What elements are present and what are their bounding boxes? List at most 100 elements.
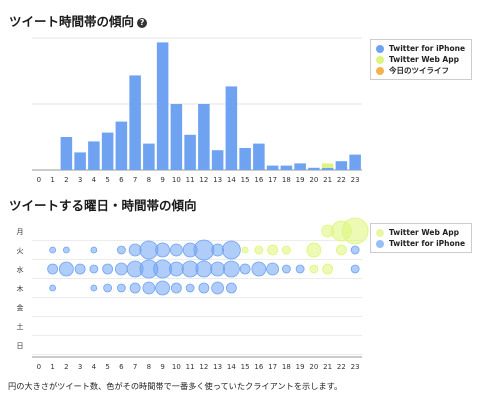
bubble	[102, 263, 114, 275]
x-tick-label: 2	[64, 176, 68, 184]
x-tick-label: 21	[323, 363, 332, 371]
bar	[239, 148, 251, 170]
bar	[143, 143, 155, 170]
bubble-chart-title: ツイートする曜日・時間帯の傾向	[9, 198, 197, 213]
legend-label: 今日のツイライフ	[389, 66, 449, 75]
x-tick-label: 19	[296, 363, 305, 371]
bubble	[239, 263, 251, 275]
x-tick-label: 4	[92, 363, 97, 371]
legend-label: Twitter Web App	[389, 228, 459, 237]
bubble	[350, 264, 360, 274]
x-tick-label: 5	[105, 176, 109, 184]
legend-swatch	[376, 55, 384, 64]
help-icon[interactable]: ?	[137, 18, 148, 28]
x-tick-label: 7	[133, 176, 137, 184]
bubble	[103, 283, 113, 293]
bar	[184, 134, 196, 170]
bar	[211, 150, 224, 170]
legend-swatch	[376, 44, 384, 53]
x-tick-label: 17	[268, 363, 277, 371]
y-tick-label: 日	[17, 342, 24, 350]
bar	[294, 163, 306, 170]
bubble	[168, 261, 184, 277]
bubble	[211, 281, 225, 295]
x-tick-label: 6	[119, 363, 124, 371]
x-tick-label: 19	[296, 176, 305, 184]
bubble	[129, 282, 141, 294]
bubble	[169, 243, 183, 257]
bar	[349, 154, 361, 170]
legend-item[interactable]: Twitter Web App	[376, 54, 465, 65]
y-tick-label: 火	[17, 247, 24, 255]
bar	[74, 152, 86, 170]
x-tick-label: 8	[147, 363, 151, 371]
bubble	[210, 261, 226, 277]
bar	[335, 161, 348, 170]
bar	[225, 86, 238, 170]
x-tick-label: 10	[172, 176, 181, 184]
legend-swatch	[376, 239, 384, 248]
bubble	[126, 260, 144, 278]
x-tick-label: 22	[337, 176, 346, 184]
x-tick-label: 11	[186, 176, 195, 184]
legend-label: Twitter Web App	[389, 55, 459, 64]
x-tick-label: 9	[160, 176, 164, 184]
bar	[156, 42, 169, 170]
chart-caption: 円の大きさがツイート数、色がその時間帯で一番多く使っていたクライアントを示します…	[8, 381, 343, 391]
bar	[321, 167, 334, 170]
legend-item[interactable]: Twitter for iPhone	[376, 43, 465, 54]
bar-chart-title: ツイート時間帯の傾向?	[9, 11, 148, 30]
bar	[198, 104, 210, 170]
bubble	[142, 281, 156, 295]
bubble	[155, 280, 171, 296]
x-tick-label: 15	[241, 363, 250, 371]
x-tick-label: 22	[337, 363, 346, 371]
bar	[115, 121, 128, 170]
bubble	[221, 240, 241, 260]
y-tick-label: 月	[17, 228, 24, 236]
bubble	[185, 283, 195, 293]
x-tick-label: 11	[186, 363, 195, 371]
y-tick-label: 水	[17, 265, 24, 274]
bubble	[309, 264, 319, 274]
bubble	[47, 263, 59, 275]
x-tick-label: 12	[199, 363, 208, 371]
x-tick-label: 9	[160, 363, 164, 371]
bubble	[211, 243, 225, 257]
bubble	[306, 242, 322, 258]
x-tick-label: 15	[241, 176, 250, 184]
x-tick-label: 1	[50, 176, 54, 184]
x-tick-label: 18	[282, 363, 291, 371]
bubble	[198, 282, 210, 294]
x-tick-label: 1	[50, 363, 54, 371]
bubble	[182, 242, 198, 258]
y-tick-label: 木	[17, 284, 24, 293]
x-tick-label: 17	[268, 176, 277, 184]
bar	[321, 163, 334, 168]
x-tick-label: 23	[351, 176, 360, 184]
bubble	[222, 260, 240, 278]
bar-chart: 0 1 2 3 4 5 6 7 8 9 10 11 12 13 14 15 16 17 18 19 20 21 22 23	[32, 37, 362, 184]
legend-item[interactable]: Twitter for iPhone	[376, 238, 465, 249]
legend-item[interactable]: 今日のツイライフ	[376, 65, 465, 76]
y-tick-label: 土	[17, 322, 24, 331]
bubble	[330, 220, 352, 242]
bubble	[170, 282, 182, 294]
bubble	[139, 240, 159, 260]
bubble	[195, 260, 213, 278]
bubble	[153, 259, 173, 279]
bar	[170, 104, 183, 170]
x-tick-label: 13	[213, 363, 222, 371]
legend-item[interactable]: Twitter Web App	[376, 227, 465, 238]
x-tick-label: 0	[37, 176, 41, 184]
bubble	[128, 243, 142, 257]
x-tick-label: 3	[78, 176, 82, 184]
bubble	[90, 284, 98, 292]
bubble	[322, 263, 334, 275]
y-tick-label: 金	[17, 303, 24, 312]
bubble	[350, 245, 360, 255]
bubble	[49, 246, 57, 254]
bubble	[225, 282, 237, 294]
x-tick-label: 6	[119, 176, 124, 184]
x-tick-label: 8	[147, 176, 151, 184]
